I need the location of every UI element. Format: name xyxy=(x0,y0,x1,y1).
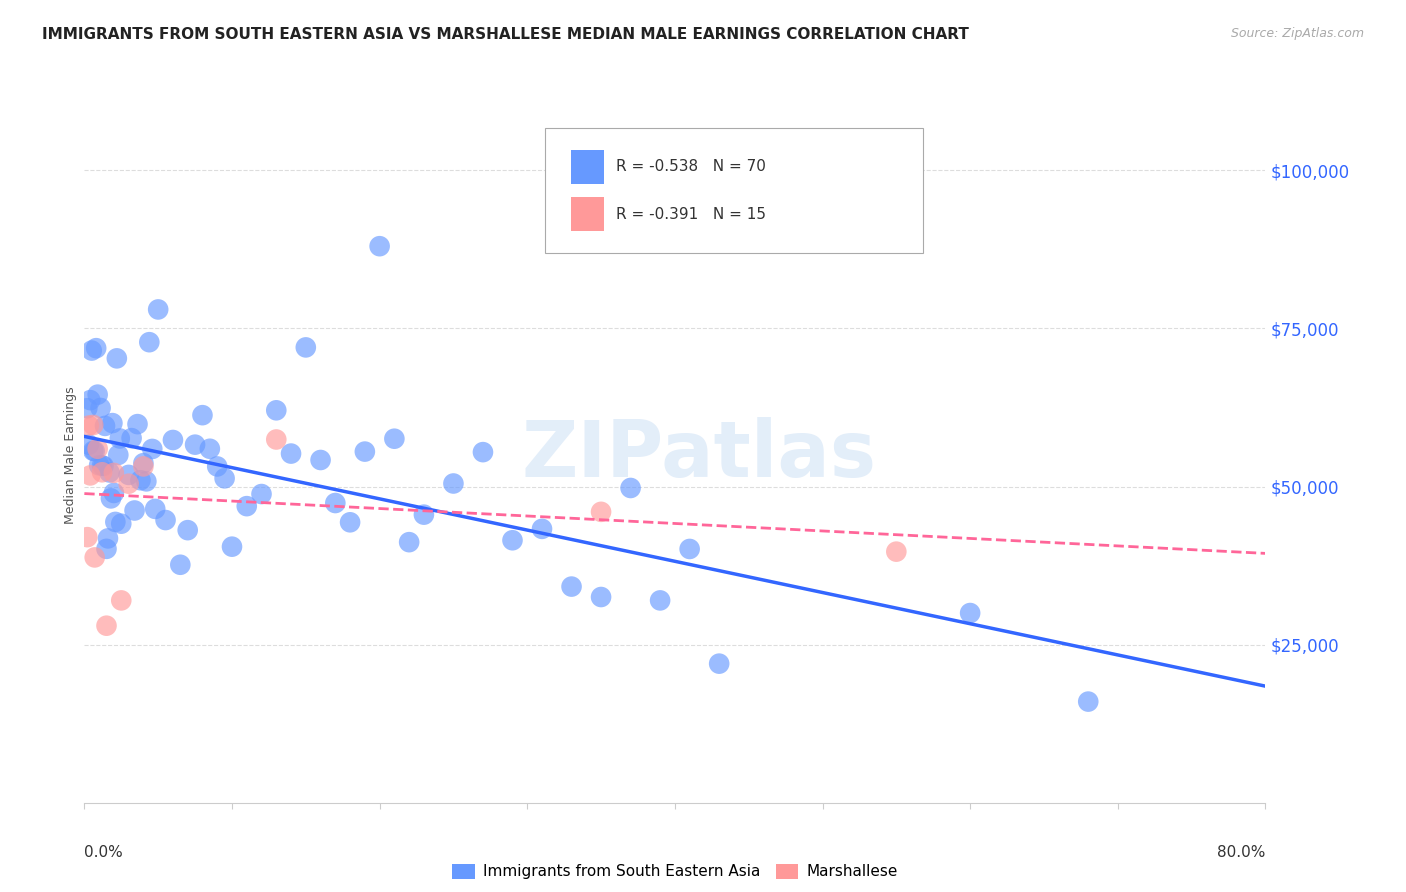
Text: 80.0%: 80.0% xyxy=(1218,845,1265,860)
Point xyxy=(138,335,160,350)
Point xyxy=(90,401,112,415)
Point xyxy=(91,465,114,479)
Point xyxy=(118,476,141,491)
Point xyxy=(110,593,132,607)
Point xyxy=(560,580,583,594)
Point xyxy=(591,590,613,604)
Point xyxy=(118,467,141,482)
Point xyxy=(89,458,111,473)
Bar xyxy=(571,150,605,184)
Point xyxy=(354,444,377,458)
Point xyxy=(101,416,124,430)
Point xyxy=(86,387,108,401)
Point xyxy=(886,544,908,558)
Bar xyxy=(571,197,605,231)
Point xyxy=(591,505,613,519)
Point xyxy=(323,496,347,510)
Point xyxy=(79,393,101,408)
Point xyxy=(221,540,243,554)
Point xyxy=(135,475,157,489)
Point xyxy=(93,458,115,473)
Text: IMMIGRANTS FROM SOUTH EASTERN ASIA VS MARSHALLESE MEDIAN MALE EARNINGS CORRELATI: IMMIGRANTS FROM SOUTH EASTERN ASIA VS MA… xyxy=(42,27,969,42)
Legend: Immigrants from South Eastern Asia, Marshallese: Immigrants from South Eastern Asia, Mars… xyxy=(446,857,904,886)
Point xyxy=(169,558,191,572)
Point xyxy=(82,417,104,432)
Point xyxy=(339,516,361,530)
Point xyxy=(264,433,288,447)
Point xyxy=(77,437,100,451)
Point xyxy=(132,459,155,474)
FancyBboxPatch shape xyxy=(546,128,922,253)
Point xyxy=(91,458,114,473)
Point xyxy=(94,418,117,433)
Point xyxy=(103,466,125,480)
Point xyxy=(141,442,163,456)
Point xyxy=(127,417,149,431)
Point xyxy=(214,471,236,485)
Text: ZIPatlas: ZIPatlas xyxy=(522,417,876,493)
Point xyxy=(441,476,464,491)
Point xyxy=(96,541,118,556)
Point xyxy=(280,446,302,460)
Text: R = -0.391   N = 15: R = -0.391 N = 15 xyxy=(616,207,766,222)
Point xyxy=(148,302,170,317)
Point xyxy=(309,453,332,467)
Point xyxy=(79,468,101,483)
Point xyxy=(709,657,731,671)
Point xyxy=(143,502,166,516)
Point xyxy=(80,343,103,358)
Point xyxy=(77,418,100,433)
Point xyxy=(619,481,641,495)
Point xyxy=(83,550,105,565)
Text: Source: ZipAtlas.com: Source: ZipAtlas.com xyxy=(1230,27,1364,40)
Point xyxy=(104,515,127,529)
Point xyxy=(83,444,105,458)
Point xyxy=(177,523,200,537)
Point xyxy=(162,433,184,447)
Point xyxy=(250,487,273,501)
Point xyxy=(678,541,700,556)
Point xyxy=(129,473,152,487)
Point xyxy=(472,445,495,459)
Point xyxy=(184,438,207,452)
Point xyxy=(205,459,228,474)
Point xyxy=(295,340,318,354)
Point xyxy=(648,593,672,607)
Y-axis label: Median Male Earnings: Median Male Earnings xyxy=(65,386,77,524)
Point xyxy=(107,448,129,462)
Point xyxy=(108,432,131,446)
Point xyxy=(84,341,107,355)
Point xyxy=(121,431,143,445)
Point xyxy=(124,503,146,517)
Point xyxy=(1077,695,1099,709)
Point xyxy=(413,508,436,522)
Text: R = -0.538   N = 70: R = -0.538 N = 70 xyxy=(616,160,766,174)
Point xyxy=(398,535,420,549)
Point xyxy=(96,618,118,632)
Point xyxy=(501,533,523,548)
Point xyxy=(198,442,221,456)
Point xyxy=(530,522,553,536)
Point xyxy=(236,499,259,513)
Point xyxy=(103,486,125,500)
Point xyxy=(959,606,981,620)
Point xyxy=(110,516,132,531)
Point xyxy=(82,443,104,458)
Point xyxy=(100,491,122,506)
Point xyxy=(132,456,155,470)
Point xyxy=(76,401,98,416)
Point xyxy=(86,442,108,456)
Point xyxy=(191,408,214,422)
Point xyxy=(264,403,288,417)
Point xyxy=(382,432,406,446)
Point xyxy=(98,466,121,480)
Text: 0.0%: 0.0% xyxy=(84,845,124,860)
Point xyxy=(76,530,98,544)
Point xyxy=(368,239,391,253)
Point xyxy=(105,351,128,366)
Point xyxy=(97,532,120,546)
Point xyxy=(155,513,177,527)
